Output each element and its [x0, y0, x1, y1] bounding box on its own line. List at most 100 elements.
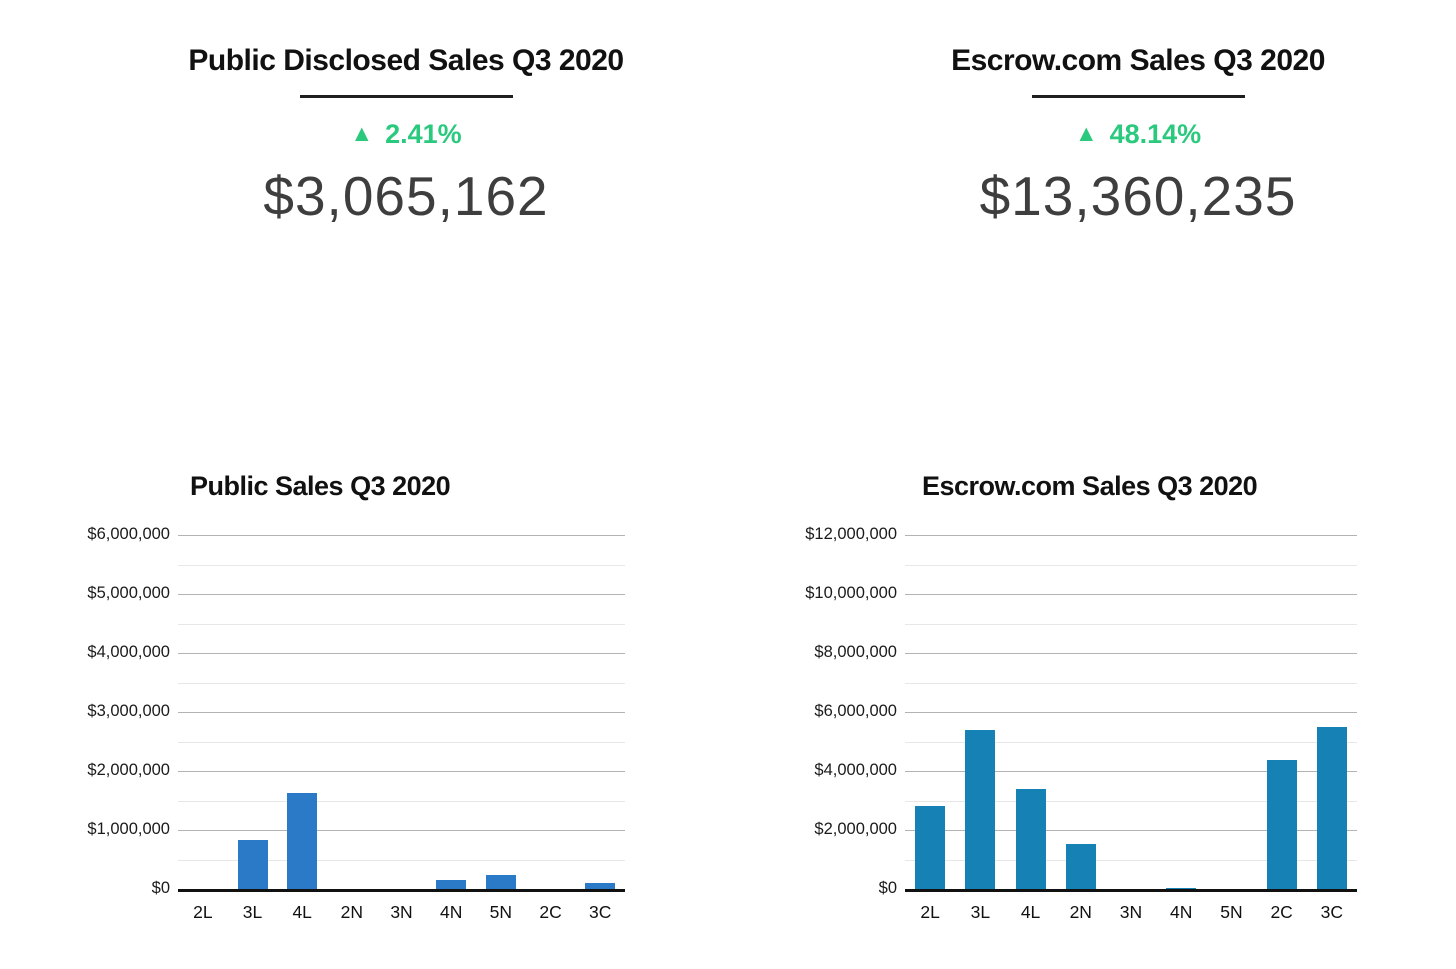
- y-tick-label: $2,000,000: [87, 761, 170, 779]
- minor-gridline: [905, 564, 1357, 566]
- x-tick-label: 2N: [1069, 902, 1092, 922]
- bar: [436, 879, 467, 889]
- major-gridline: [905, 653, 1357, 654]
- y-tick-label: $4,000,000: [87, 643, 170, 661]
- x-tick-label: 4N: [440, 902, 463, 922]
- chart-title: Public Sales Q3 2020: [190, 471, 451, 501]
- x-axis-labels: 2L 3L 4L 2N 3N 4N 5N 2C 3C: [905, 902, 1357, 923]
- stat-title: Escrow.com Sales Q3 2020: [951, 44, 1325, 77]
- up-triangle-icon: ▲: [350, 120, 374, 146]
- major-gridline: [178, 712, 625, 713]
- stat-title: Public Disclosed Sales Q3 2020: [188, 44, 624, 77]
- y-tick-label: $6,000,000: [87, 525, 170, 543]
- x-tick-label: 2N: [340, 902, 364, 922]
- bar-slot: [575, 883, 625, 889]
- bar-slot: [905, 806, 955, 889]
- minor-gridline: [905, 741, 1357, 743]
- public-sales-bar-chart: Public Sales Q3 2020 $6,000,000 $5,000,00…: [85, 465, 650, 940]
- x-tick-label: 5N: [1220, 902, 1243, 922]
- x-tick-label: 2L: [920, 902, 940, 922]
- stat-change-percent: 48.14%: [1109, 119, 1202, 149]
- bar-slot: [1005, 788, 1055, 889]
- major-gridline: [905, 830, 1357, 831]
- bars-row: [178, 535, 625, 889]
- y-tick-label: $8,000,000: [814, 643, 897, 661]
- x-tick-label: 3C: [589, 902, 612, 922]
- chart-title: Escrow.com Sales Q3 2020: [922, 471, 1258, 501]
- y-tick-label: $1,000,000: [87, 820, 170, 838]
- x-tick-label: 3N: [390, 902, 413, 922]
- x-tick-label: 4N: [1170, 902, 1193, 922]
- y-tick-label: $3,000,000: [87, 702, 170, 720]
- x-tick-label: 4L: [1020, 902, 1041, 922]
- minor-gridline: [178, 682, 625, 684]
- escrow-sales-bar-chart: Escrow.com Sales Q3 2020 $12,000,000 $10,…: [800, 465, 1375, 940]
- bar-slot: [228, 840, 278, 889]
- minor-gridline: [905, 682, 1357, 684]
- y-tick-label: $0: [151, 879, 170, 897]
- major-gridline: [178, 594, 625, 595]
- minor-gridline: [178, 623, 625, 625]
- minor-gridline: [178, 800, 625, 802]
- bar: [237, 840, 268, 889]
- minor-gridline: [905, 800, 1357, 802]
- x-tick-label: 3N: [1119, 902, 1143, 922]
- y-axis-labels: $6,000,000 $5,000,000 $4,000,000 $3,000,000…: [85, 525, 170, 897]
- bar: [1316, 727, 1347, 889]
- bar: [287, 792, 318, 889]
- major-gridline: [905, 535, 1357, 536]
- bar: [1065, 843, 1096, 889]
- minor-gridline: [178, 859, 625, 861]
- major-gridline: [178, 771, 625, 772]
- bar: [915, 806, 946, 889]
- y-tick-label: $10,000,000: [805, 584, 897, 602]
- x-tick-label: 3L: [242, 902, 263, 922]
- plot-area: [905, 535, 1357, 892]
- y-tick-label: $6,000,000: [814, 702, 897, 720]
- x-axis-labels: 2L 3L 4L 2N 3N 4N 5N 2C 3C: [178, 902, 625, 923]
- stat-change-row: ▲ 48.14%: [838, 119, 1438, 150]
- x-tick-label: 3C: [1320, 902, 1344, 922]
- major-gridline: [905, 712, 1357, 713]
- stat-change-row: ▲ 2.41%: [106, 119, 706, 150]
- bar: [1166, 887, 1197, 889]
- bar-slot: [1307, 727, 1357, 889]
- minor-gridline: [178, 741, 625, 743]
- x-tick-label: 5N: [489, 902, 513, 922]
- minor-gridline: [905, 623, 1357, 625]
- bar-slot: [476, 874, 526, 889]
- major-gridline: [178, 830, 625, 831]
- bar-slot: [1056, 843, 1106, 889]
- major-gridline: [178, 535, 625, 536]
- stat-change-percent: 2.41%: [385, 119, 462, 149]
- minor-gridline: [178, 564, 625, 566]
- stat-card-public-disclosed: Public Disclosed Sales Q3 2020 ▲ 2.41% $…: [106, 44, 706, 228]
- major-gridline: [905, 594, 1357, 595]
- bar: [965, 729, 996, 889]
- y-tick-label: $4,000,000: [814, 761, 897, 779]
- bar-slot: [955, 729, 1005, 889]
- bar: [1266, 760, 1297, 889]
- bar-slot: [426, 879, 476, 889]
- y-tick-label: $12,000,000: [805, 525, 897, 543]
- bars-row: [905, 535, 1357, 889]
- major-gridline: [905, 771, 1357, 772]
- bar-slot: [1156, 887, 1206, 889]
- x-tick-label: 2L: [193, 902, 213, 922]
- bar-slot: [277, 792, 327, 889]
- stat-value: $3,065,162: [263, 165, 549, 227]
- minor-gridline: [905, 859, 1357, 861]
- x-tick-label: 3L: [970, 902, 991, 922]
- y-tick-label: $5,000,000: [87, 584, 170, 602]
- bar: [485, 874, 516, 889]
- bar-slot: [1257, 760, 1307, 889]
- y-tick-label: $2,000,000: [814, 820, 897, 838]
- x-tick-label: 2C: [1270, 902, 1293, 922]
- x-tick-label: 4L: [292, 902, 312, 922]
- x-tick-label: 2C: [539, 902, 562, 922]
- stat-value: $13,360,235: [979, 165, 1297, 227]
- bar: [585, 883, 616, 889]
- plot-area: [178, 535, 625, 892]
- bar: [1015, 788, 1046, 889]
